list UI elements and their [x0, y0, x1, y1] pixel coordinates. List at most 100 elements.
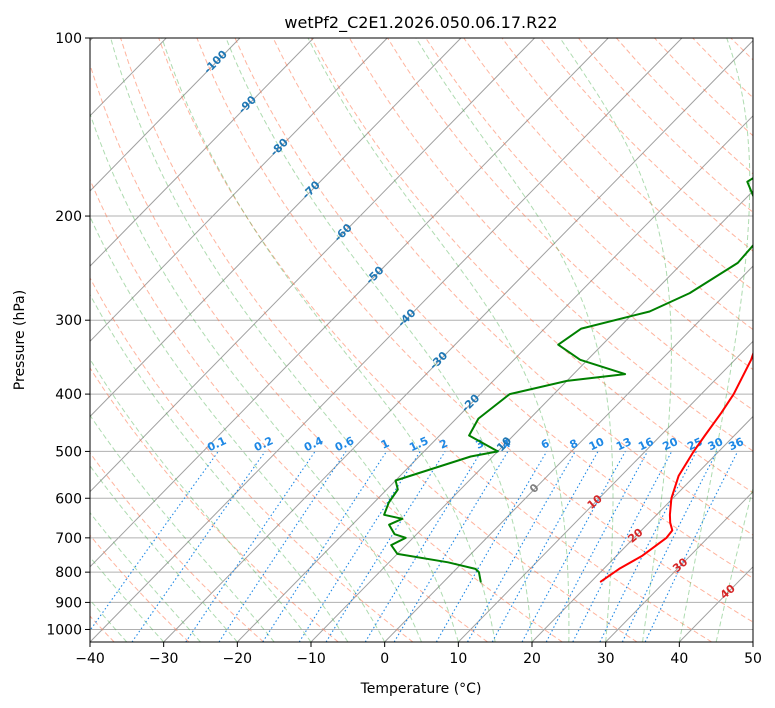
isotherm-line: [531, 415, 753, 642]
dry-adiabat: [501, 38, 753, 291]
moist-adiabat: [90, 358, 312, 642]
mixing-ratio-line: [325, 451, 446, 642]
dewpoint-profile: [383, 177, 753, 583]
x-tick-label: −40: [75, 651, 105, 667]
y-tick-label: 700: [55, 531, 82, 547]
dry-adiabat: [158, 38, 712, 642]
x-tick-label: 30: [597, 651, 615, 667]
mixing-ratio-line: [572, 451, 673, 642]
x-tick-label: 20: [523, 651, 541, 667]
dry-adiabat: [616, 38, 753, 175]
dry-adiabat: [348, 38, 753, 452]
mixing-ratio-label: 25: [685, 435, 704, 453]
x-tick-label: −10: [296, 651, 326, 667]
y-tick-label: 400: [55, 387, 82, 403]
mixing-ratio-label: 30: [706, 435, 726, 453]
mixing-ratio-line: [491, 451, 599, 642]
isotherm-line: [457, 340, 753, 642]
moist-adiabat: [90, 112, 422, 642]
mixing-ratio-line: [393, 451, 509, 642]
isotherm-line: [90, 38, 609, 568]
isotherm-line: [90, 38, 462, 418]
mixing-ratio-label: 13: [614, 435, 633, 453]
isotherm-line: [605, 490, 753, 642]
moist-adiabat: [110, 38, 459, 642]
mixing-ratio-line: [131, 451, 266, 642]
mixing-ratio-lines: [90, 451, 739, 642]
moist-adiabat: [90, 414, 275, 642]
mixing-ratio-label: 6: [539, 437, 552, 452]
y-axis-ticks: 100 200 300 400 500 600 700 800 900 1000: [46, 31, 90, 638]
dry-adiabat: [90, 367, 339, 642]
isotherm-line: [90, 38, 314, 267]
isotherm-line: [90, 38, 241, 192]
plot-area: 0.1 0.2 0.4 0.6 1 1.5 2 3 4 6 8 10 13 16 20 25 30 36-100-…: [90, 38, 753, 642]
moist-adiabat: [90, 556, 165, 642]
mixing-ratio-line: [435, 451, 548, 642]
isotherm-line: [310, 190, 753, 642]
dry-adiabat: [120, 38, 638, 642]
y-tick-label: 800: [55, 565, 82, 581]
mixing-ratio-label: 16: [636, 435, 656, 453]
dry-adiabat: [387, 38, 753, 411]
mixing-ratio-label: 36: [727, 435, 747, 453]
moist-adiabat: [161, 38, 496, 642]
mixing-ratio-line: [185, 451, 316, 642]
moist-adiabat: [90, 511, 201, 642]
dry-adiabat: [90, 452, 264, 642]
pressure-grid: [90, 38, 753, 630]
dry-adiabat: [272, 38, 753, 536]
moist-adiabat: [559, 38, 672, 642]
dry-adiabat: [90, 63, 563, 642]
mixing-ratio-line: [545, 451, 648, 642]
x-tick-label: −20: [223, 651, 253, 667]
isotherm-line: [236, 115, 753, 642]
y-tick-label: 600: [55, 491, 82, 507]
moist-adiabat: [307, 38, 570, 642]
moist-adiabat: [678, 38, 751, 642]
isotherm-line: [384, 265, 753, 642]
moist-adiabat: [715, 485, 753, 642]
x-tick-label: 40: [670, 651, 688, 667]
y-tick-label: 900: [55, 595, 82, 611]
moist-adiabat: [752, 639, 753, 642]
moist-adiabat: [225, 38, 533, 642]
moist-adiabat: [90, 293, 349, 642]
dry-adiabat: [310, 38, 753, 494]
moist-adiabats: [90, 38, 753, 642]
moist-adiabat: [90, 464, 238, 642]
moist-adiabat: [90, 215, 386, 642]
mixing-ratio-line: [298, 451, 421, 642]
mixing-ratio-line: [262, 451, 388, 642]
isotherm-line: [163, 39, 753, 642]
isotherms: [90, 38, 753, 642]
isotherm-line: [752, 641, 753, 642]
sounding-series: [383, 177, 753, 583]
dry-adiabat: [90, 276, 414, 642]
isotherm-line: [90, 38, 535, 493]
y-tick-label: 1000: [46, 622, 82, 638]
y-tick-label: 500: [55, 444, 82, 460]
chart-title: wetPf2_C2E1.2026.050.06.17.R22: [284, 13, 557, 33]
mixing-ratio-label: 20: [661, 435, 681, 453]
mixing-ratio-line: [521, 451, 626, 642]
mixing-ratio-label: 2: [437, 437, 449, 452]
dry-adiabat: [654, 38, 753, 137]
dry-adiabats: [90, 38, 753, 642]
dry-adiabat: [425, 38, 753, 371]
isotherm-line: [90, 38, 683, 642]
y-tick-label: 300: [55, 313, 82, 329]
moist-adiabat: [415, 38, 614, 642]
mixing-ratio-line: [90, 451, 219, 632]
dry-adiabat: [90, 534, 190, 642]
y-tick-label: 200: [55, 209, 82, 225]
temperature-profile: [599, 351, 753, 583]
y-tick-label: 100: [55, 31, 82, 47]
mixing-ratio-line: [364, 451, 482, 642]
mixing-ratio-label: 10: [587, 435, 607, 453]
dry-adiabat: [196, 38, 753, 623]
dry-adiabat: [234, 38, 753, 579]
plot-frame: [89, 37, 754, 643]
mixing-ratio-line: [218, 451, 347, 642]
